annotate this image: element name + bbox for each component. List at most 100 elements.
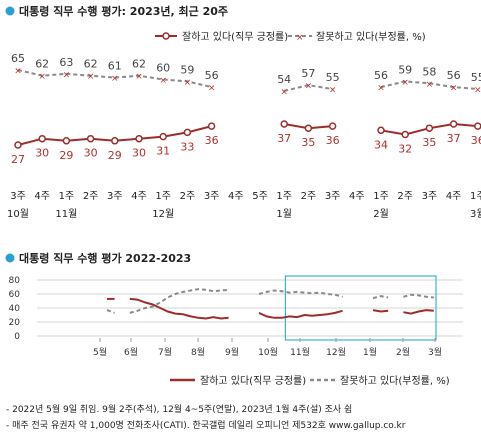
x-month-label: 6월 bbox=[124, 346, 138, 358]
approve-data-label: 36 bbox=[326, 134, 340, 147]
approve-data-label: 33 bbox=[180, 140, 194, 153]
x-tick-label: 2주 bbox=[83, 191, 99, 202]
approve-point bbox=[474, 122, 481, 130]
y-tick-label: 20 bbox=[9, 318, 21, 328]
x-tick-label: 1주 bbox=[373, 191, 389, 202]
x-month-label: 10월 bbox=[258, 346, 278, 358]
disapprove-data-label: 61 bbox=[108, 60, 122, 73]
chart1-title: 대통령 직무 수행 평가: 2023년, 최근 20주 bbox=[19, 4, 228, 18]
chart1-x-axis: 3주 4주 1주 2주 3주 4주 1주 2주 3주 4주 5주 1주 2주 3주 4주 1주 2주 3주 4주 1주… bbox=[7, 191, 481, 220]
approve-point bbox=[14, 141, 22, 149]
disapprove-line-segment-0 bbox=[17, 69, 212, 89]
disapprove-trend-segment-4 bbox=[403, 293, 434, 299]
x-tick-label: 2주 bbox=[397, 191, 413, 202]
disapprove-point: × bbox=[401, 78, 409, 88]
approve-point bbox=[304, 124, 313, 132]
y-tick-label: 60 bbox=[9, 290, 21, 300]
recent-20-weeks-highlight bbox=[284, 275, 437, 341]
disapprove-data-label: 54 bbox=[277, 73, 291, 86]
disapprove-data-label: 59 bbox=[180, 63, 194, 76]
x-tick-label: 3주 bbox=[10, 191, 26, 202]
x-month-label: 3월 bbox=[428, 346, 442, 358]
month-label: 11월 bbox=[55, 208, 77, 220]
footnote-1: - 2022년 5월 9일 취임. 9월 2주(추석), 12월 4~5주(연말… bbox=[6, 403, 352, 415]
disapprove-point: × bbox=[426, 80, 434, 90]
disapprove-data-label: 58 bbox=[422, 65, 436, 78]
approve-data-label: 37 bbox=[447, 132, 461, 145]
disapprove-data-label: 56 bbox=[205, 69, 219, 82]
approve-point bbox=[135, 134, 143, 143]
x-tick-label: 3주 bbox=[422, 191, 438, 202]
approve-data-label: 30 bbox=[132, 147, 146, 160]
disapprove-point: × bbox=[184, 78, 192, 88]
disapprove-data-label: 63 bbox=[59, 56, 73, 69]
x-tick-label: 3주 bbox=[107, 191, 123, 202]
disapprove-data-label: 57 bbox=[301, 67, 315, 80]
x-month-label: 9월 bbox=[225, 346, 239, 358]
x-tick-label: 2주 bbox=[301, 191, 317, 202]
disapprove-line-segment-1 bbox=[283, 84, 333, 92]
approve-trend-segment-2 bbox=[258, 309, 343, 319]
chart1-legend: 잘하고 있다(직무 긍정률) × 잘못하고 있다(부정률, %) bbox=[155, 30, 426, 43]
disapprove-trend-segment-2 bbox=[258, 289, 343, 298]
disapprove-point: × bbox=[63, 70, 71, 80]
x-tick-label: 4주 bbox=[446, 191, 462, 202]
disapprove-point: × bbox=[14, 67, 22, 77]
x-month-label: 5월 bbox=[93, 346, 107, 358]
approve-trend-segment-3 bbox=[372, 309, 389, 313]
disapprove-point: × bbox=[280, 87, 288, 97]
disapprove-point: × bbox=[38, 72, 46, 82]
x-tick-label: 1주 bbox=[59, 191, 75, 202]
x-tick-label: 3주 bbox=[204, 191, 220, 202]
disapprove-data-label: 56 bbox=[447, 69, 461, 82]
approve-point bbox=[159, 132, 167, 141]
y-tick-label: 80 bbox=[9, 276, 21, 286]
approve-data-label: 31 bbox=[156, 145, 170, 158]
disapprove-data-label: 62 bbox=[132, 58, 146, 71]
x-tick-label: 4주 bbox=[228, 191, 244, 202]
legend2-disapprove-label: 잘못하고 있다(부정률, %) bbox=[340, 374, 450, 387]
title-bullet-icon bbox=[5, 6, 15, 16]
x-month-label: 11월 bbox=[290, 346, 310, 358]
disapprove-point: × bbox=[87, 72, 95, 82]
x-tick-label: 5주 bbox=[252, 191, 268, 202]
disapprove-trend-segment-3 bbox=[372, 295, 389, 300]
approve-point bbox=[62, 137, 71, 145]
approve-point bbox=[111, 137, 119, 145]
legend-disapprove-label: 잘못하고 있다(부정률, %) bbox=[316, 30, 426, 43]
disapprove-line-segment-2 bbox=[380, 80, 478, 90]
month-label: 12월 bbox=[152, 208, 174, 220]
disapprove-point: × bbox=[305, 82, 313, 92]
x-tick-label: 1주 bbox=[470, 191, 481, 202]
legend-approve-label: 잘하고 있다(직무 긍정률) bbox=[182, 30, 288, 43]
disapprove-point: × bbox=[474, 86, 481, 96]
y-tick-label: 40 bbox=[9, 304, 21, 314]
disapprove-trend-segment-0 bbox=[106, 309, 115, 314]
title-bullet-icon bbox=[5, 253, 15, 263]
approve-trend-segment-1 bbox=[129, 297, 229, 320]
disapprove-data-label: 62 bbox=[84, 58, 98, 71]
approve-data-label: 30 bbox=[35, 147, 49, 160]
disapprove-data-label: 62 bbox=[35, 58, 49, 71]
legend-approve-marker bbox=[162, 32, 170, 40]
approve-data-label: 29 bbox=[59, 149, 73, 162]
x-month-label: 12월 bbox=[326, 346, 346, 358]
approve-point bbox=[38, 134, 46, 143]
legend-disapprove-marker: × bbox=[296, 33, 304, 43]
y-tick-label: 0 bbox=[14, 332, 20, 342]
x-tick-label: 1주 bbox=[276, 191, 292, 202]
approve-data-label: 36 bbox=[205, 134, 219, 147]
x-tick-label: 3주 bbox=[325, 191, 341, 202]
x-tick-label: 4주 bbox=[349, 191, 365, 202]
approve-data-label: 35 bbox=[301, 136, 315, 149]
chart2-legend: 잘하고 있다(직무 긍정률) 잘못하고 있다(부정률, %) bbox=[170, 374, 450, 387]
approve-point bbox=[328, 122, 337, 130]
approve-data-label: 30 bbox=[84, 147, 98, 160]
x-tick-label: 2주 bbox=[180, 191, 196, 202]
approve-trend-segment-4 bbox=[403, 309, 434, 315]
chart1-plot: ×65×62×63×62×61×62×60×59×56×54×57×55×56×… bbox=[11, 52, 481, 166]
disapprove-data-label: 65 bbox=[11, 52, 25, 65]
disapprove-data-label: 60 bbox=[156, 62, 170, 75]
month-label: 10월 bbox=[7, 208, 29, 220]
